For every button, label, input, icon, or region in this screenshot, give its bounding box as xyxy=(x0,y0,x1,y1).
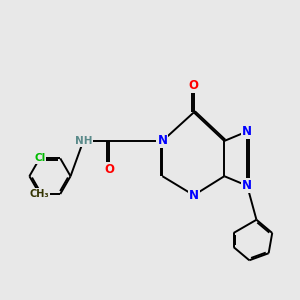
Text: CH₃: CH₃ xyxy=(30,189,50,199)
Text: NH: NH xyxy=(75,136,92,146)
Text: O: O xyxy=(104,163,114,176)
Text: N: N xyxy=(242,125,252,138)
Text: Cl: Cl xyxy=(34,153,45,164)
Text: N: N xyxy=(158,134,167,147)
Text: N: N xyxy=(189,189,199,202)
Text: N: N xyxy=(242,179,252,192)
Text: O: O xyxy=(189,79,199,92)
